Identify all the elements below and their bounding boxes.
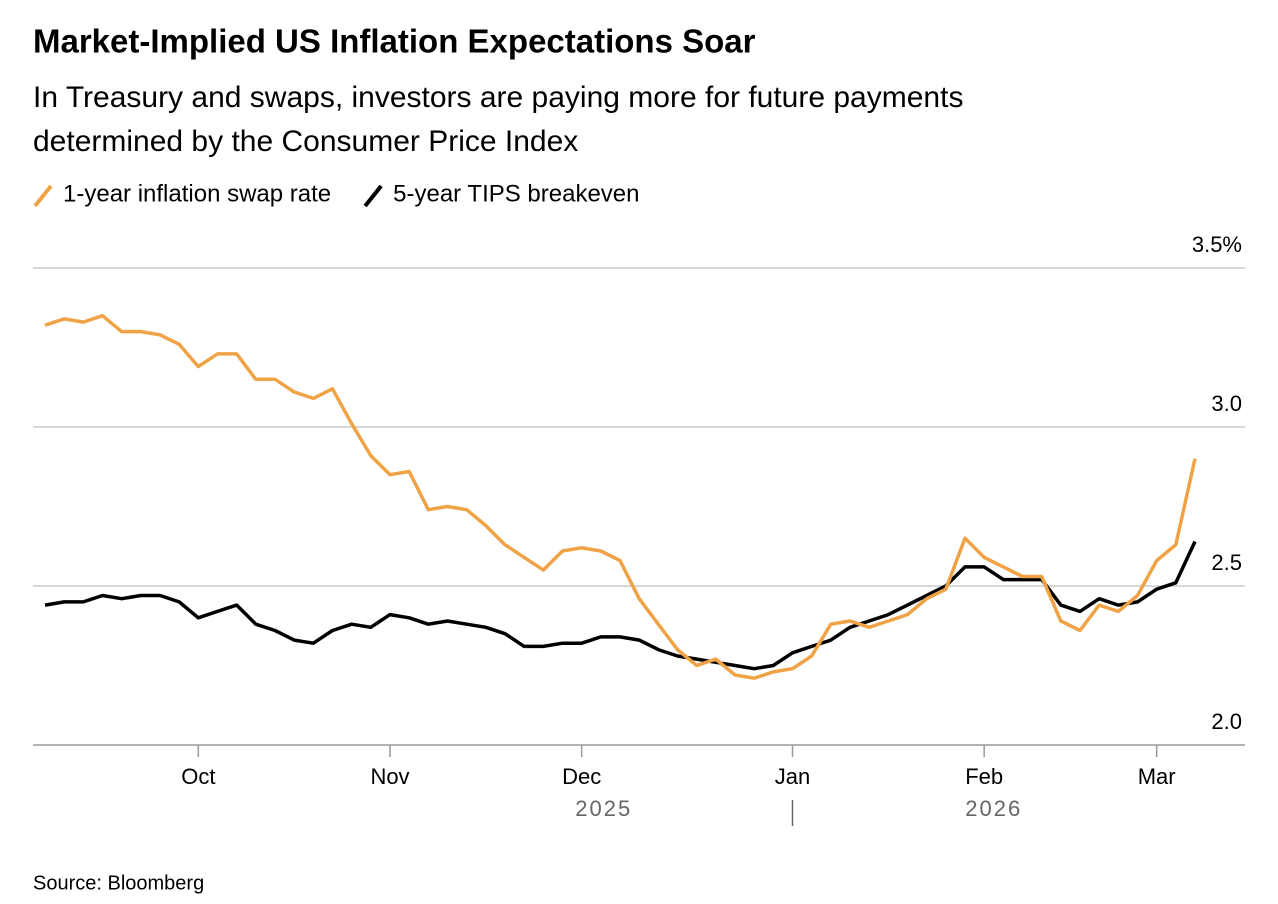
source: Source: Bloomberg <box>33 872 204 894</box>
y-tick-label: 2.5 <box>1211 550 1242 575</box>
series-line <box>44 313 1197 680</box>
series-line <box>44 540 1197 671</box>
x-tick-label: Nov <box>370 764 409 789</box>
y-tick-label: 3.0 <box>1211 391 1242 416</box>
chart-subtitle: In Treasury and swaps, investors are pay… <box>33 81 963 114</box>
x-tick-label: Feb <box>965 764 1003 789</box>
y-tick-label: 3.5% <box>1192 232 1242 257</box>
x-tick-label: Mar <box>1138 764 1176 789</box>
year-label: 2026 <box>965 796 1022 821</box>
legend-label: 5-year TIPS breakeven <box>393 180 639 207</box>
chart-title: Market-Implied US Inflation Expectations… <box>33 23 756 60</box>
chart-subtitle: determined by the Consumer Price Index <box>33 125 578 158</box>
x-tick-label: Jan <box>775 764 810 789</box>
year-label: 2025 <box>575 796 632 821</box>
y-tick-label: 2.0 <box>1211 709 1242 734</box>
legend-swatch <box>33 184 53 208</box>
legend-label: 1-year inflation swap rate <box>63 180 331 207</box>
x-tick-label: Dec <box>562 764 601 789</box>
x-tick-label: Oct <box>181 764 215 789</box>
legend-swatch <box>363 184 383 208</box>
